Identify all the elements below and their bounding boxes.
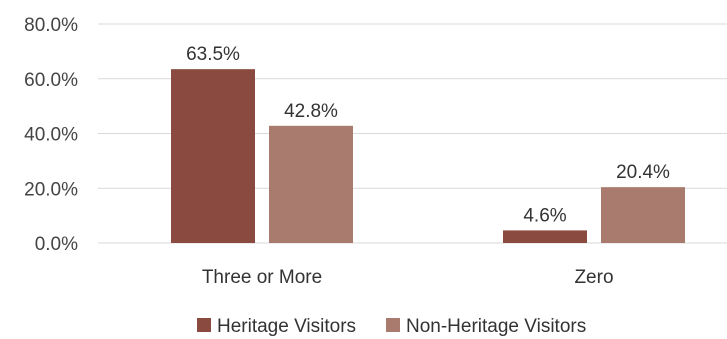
data-label: 20.4% (616, 162, 670, 183)
bar-heritage (503, 230, 587, 243)
legend-swatch (197, 318, 211, 332)
data-label: 4.6% (523, 205, 566, 226)
legend-label: Non-Heritage Visitors (406, 316, 586, 337)
legend-label: Heritage Visitors (217, 316, 356, 337)
y-axis-tick-labels: 0.0% 20.0% 40.0% 60.0% 80.0% (24, 15, 78, 255)
y-tick-label: 0.0% (35, 234, 78, 255)
bars (171, 69, 685, 243)
y-tick-label: 40.0% (24, 125, 78, 146)
data-label: 42.8% (284, 101, 338, 122)
y-tick-label: 60.0% (24, 70, 78, 91)
bar-heritage (171, 69, 255, 243)
data-labels: 63.5% 42.8% 4.6% 20.4% (186, 44, 670, 226)
x-axis-category-labels: Three or More Zero (202, 267, 614, 288)
legend: Heritage Visitors Non-Heritage Visitors (197, 316, 586, 337)
bar-non-heritage (601, 187, 685, 243)
category-label: Zero (574, 267, 613, 288)
category-label: Three or More (202, 267, 322, 288)
data-label: 63.5% (186, 44, 240, 65)
y-tick-label: 80.0% (24, 15, 78, 36)
bar-non-heritage (269, 125, 353, 243)
legend-swatch (386, 318, 400, 332)
y-tick-label: 20.0% (24, 179, 78, 200)
